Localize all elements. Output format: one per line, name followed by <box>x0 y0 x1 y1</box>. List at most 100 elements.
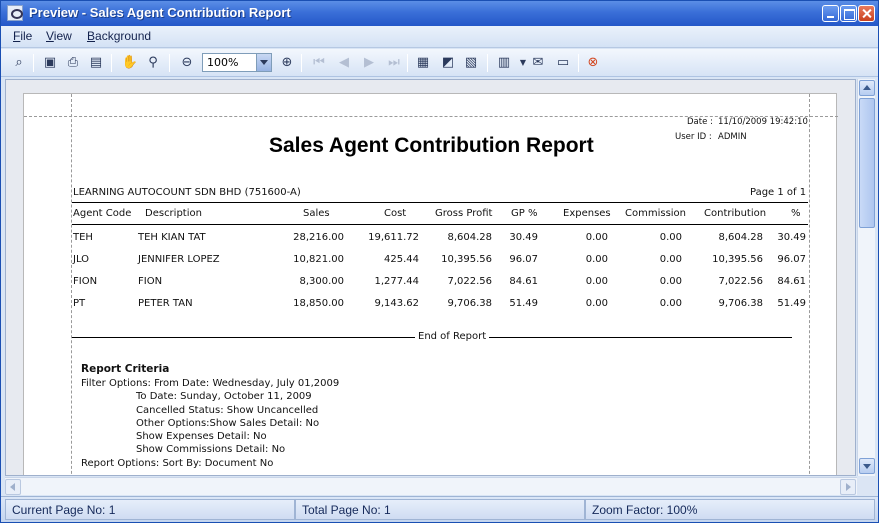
toolbar-separator <box>407 54 408 72</box>
col-agent-code: Agent Code <box>73 208 132 219</box>
cell-sales: 28,216.00 <box>293 232 344 243</box>
cell-percent: 96.07 <box>777 254 806 265</box>
toolbar: ⌕ ▣ ⎙ ▤ ✋ ⚲ ⊖ ⊕ ⏮ ◀ ▶ ⏭ ▦ ◩ ▧ ▥ ▼ ✉ ▭ ⊗ <box>1 49 878 77</box>
criteria-line: To Date: Sunday, October 11, 2009 <box>136 391 312 402</box>
date-value: 11/10/2009 19:42:10 <box>718 117 808 127</box>
chevron-down-icon[interactable] <box>256 54 271 71</box>
page-color-icon[interactable]: ◩ <box>441 55 455 70</box>
preview-app-icon <box>7 5 23 21</box>
cell-commission: 0.00 <box>659 232 682 243</box>
scroll-right-icon[interactable] <box>840 479 856 495</box>
menu-file[interactable]: File <box>13 29 33 43</box>
report-page: Date : 11/10/2009 19:42:10 User ID : ADM… <box>23 93 838 475</box>
zoom-in-icon[interactable]: ⊕ <box>281 55 293 70</box>
toolbar-separator <box>111 54 112 72</box>
print-icon[interactable]: ⎙ <box>67 55 79 70</box>
cell-gross-profit: 9,706.38 <box>447 298 492 309</box>
cell-gross-profit: 8,604.28 <box>447 232 492 243</box>
col-cost: Cost <box>384 208 407 219</box>
zoom-out-icon[interactable]: ⊖ <box>181 55 193 70</box>
horizontal-scrollbar[interactable] <box>5 477 857 495</box>
export-icon[interactable]: ▤ <box>89 55 103 70</box>
end-rule-left <box>72 337 415 338</box>
menu-background[interactable]: Background <box>87 29 152 43</box>
toolbar-separator <box>301 54 302 72</box>
multiple-pages-icon[interactable]: ▦ <box>416 55 430 70</box>
next-page-icon[interactable]: ▶ <box>364 55 374 70</box>
end-of-report: End of Report <box>418 331 487 342</box>
send-email-icon[interactable]: ✉ <box>532 55 544 70</box>
title-bar[interactable]: Preview - Sales Agent Contribution Repor… <box>1 1 878 26</box>
cell-cost: 9,143.62 <box>374 298 419 309</box>
export-dropdown-icon[interactable]: ▼ <box>519 58 527 67</box>
cell-description: JENNIFER LOPEZ <box>138 254 220 265</box>
cell-expenses: 0.00 <box>585 276 608 287</box>
cell-expenses: 0.00 <box>585 232 608 243</box>
print-setup-icon[interactable]: ▣ <box>43 55 57 70</box>
window-title: Preview - Sales Agent Contribution Repor… <box>29 5 291 20</box>
first-page-icon[interactable]: ⏮ <box>313 55 325 70</box>
find-icon[interactable]: ⌕ <box>15 55 23 70</box>
minimize-button[interactable] <box>822 5 839 22</box>
cell-gp-percent: 51.49 <box>509 298 538 309</box>
criteria-line: Show Commissions Detail: No <box>136 444 286 455</box>
prev-page-icon[interactable]: ◀ <box>339 55 349 70</box>
vertical-scrollbar[interactable] <box>857 79 875 476</box>
criteria-heading: Report Criteria <box>81 363 170 375</box>
scroll-thumb[interactable] <box>859 98 875 228</box>
user-id-value: ADMIN <box>718 132 747 142</box>
cell-gp-percent: 30.49 <box>509 232 538 243</box>
cell-contribution: 9,706.38 <box>718 298 763 309</box>
close-button[interactable] <box>858 5 875 22</box>
cell-gp-percent: 96.07 <box>509 254 538 265</box>
exit-icon[interactable]: ⊗ <box>587 55 599 70</box>
cell-contribution: 8,604.28 <box>718 232 763 243</box>
scroll-down-icon[interactable] <box>859 458 875 474</box>
cell-gross-profit: 10,395.56 <box>441 254 492 265</box>
menu-bar: File View Background <box>1 26 878 48</box>
page-info: Page 1 of 1 <box>750 187 807 198</box>
col-gross-profit: Gross Profit <box>435 208 493 219</box>
hand-icon[interactable]: ✋ <box>121 55 139 70</box>
cell-sales: 8,300.00 <box>299 276 344 287</box>
col-commission: Commission <box>625 208 687 219</box>
scrollbar-corner <box>857 477 875 495</box>
export-document-icon[interactable]: ▥ <box>497 55 511 70</box>
watermark-icon[interactable]: ▧ <box>464 55 478 70</box>
cell-cost: 19,611.72 <box>368 232 419 243</box>
report-title: Sales Agent Contribution Report <box>269 134 594 157</box>
scroll-left-icon[interactable] <box>5 479 21 495</box>
col-description: Description <box>145 208 202 219</box>
criteria-line: Filter Options: From Date: Wednesday, Ju… <box>81 378 340 389</box>
cell-cost: 425.44 <box>384 254 419 265</box>
cell-agent-code: PT <box>73 298 86 309</box>
cell-gross-profit: 7,022.56 <box>447 276 492 287</box>
column-header-rule <box>72 224 808 225</box>
margin-guide <box>71 94 72 475</box>
cell-sales: 18,850.00 <box>293 298 344 309</box>
toolbar-separator <box>487 54 488 72</box>
last-page-icon[interactable]: ⏭ <box>388 55 400 70</box>
magnifier-icon[interactable]: ⚲ <box>148 55 158 70</box>
status-bar: Current Page No: 1 Total Page No: 1 Zoom… <box>1 496 878 522</box>
cell-percent: 30.49 <box>777 232 806 243</box>
open-icon[interactable]: ▭ <box>556 55 570 70</box>
cell-expenses: 0.00 <box>585 298 608 309</box>
cell-gp-percent: 84.61 <box>509 276 538 287</box>
scroll-up-icon[interactable] <box>859 80 875 96</box>
preview-viewport[interactable]: Date : 11/10/2009 19:42:10 User ID : ADM… <box>5 79 856 476</box>
cell-expenses: 0.00 <box>585 254 608 265</box>
zoom-value: 100% <box>207 56 239 69</box>
cell-description: PETER TAN <box>138 298 193 309</box>
margin-guide <box>809 94 810 475</box>
cell-sales: 10,821.00 <box>293 254 344 265</box>
status-total-page: Total Page No: 1 <box>295 499 585 520</box>
col-expenses: Expenses <box>563 208 611 219</box>
zoom-select[interactable]: 100% <box>202 53 272 72</box>
cell-agent-code: JLO <box>73 254 90 265</box>
maximize-button[interactable] <box>840 5 857 22</box>
menu-view[interactable]: View <box>46 29 72 43</box>
cell-commission: 0.00 <box>659 298 682 309</box>
cell-contribution: 10,395.56 <box>712 254 763 265</box>
col-contribution: Contribution <box>704 208 767 219</box>
